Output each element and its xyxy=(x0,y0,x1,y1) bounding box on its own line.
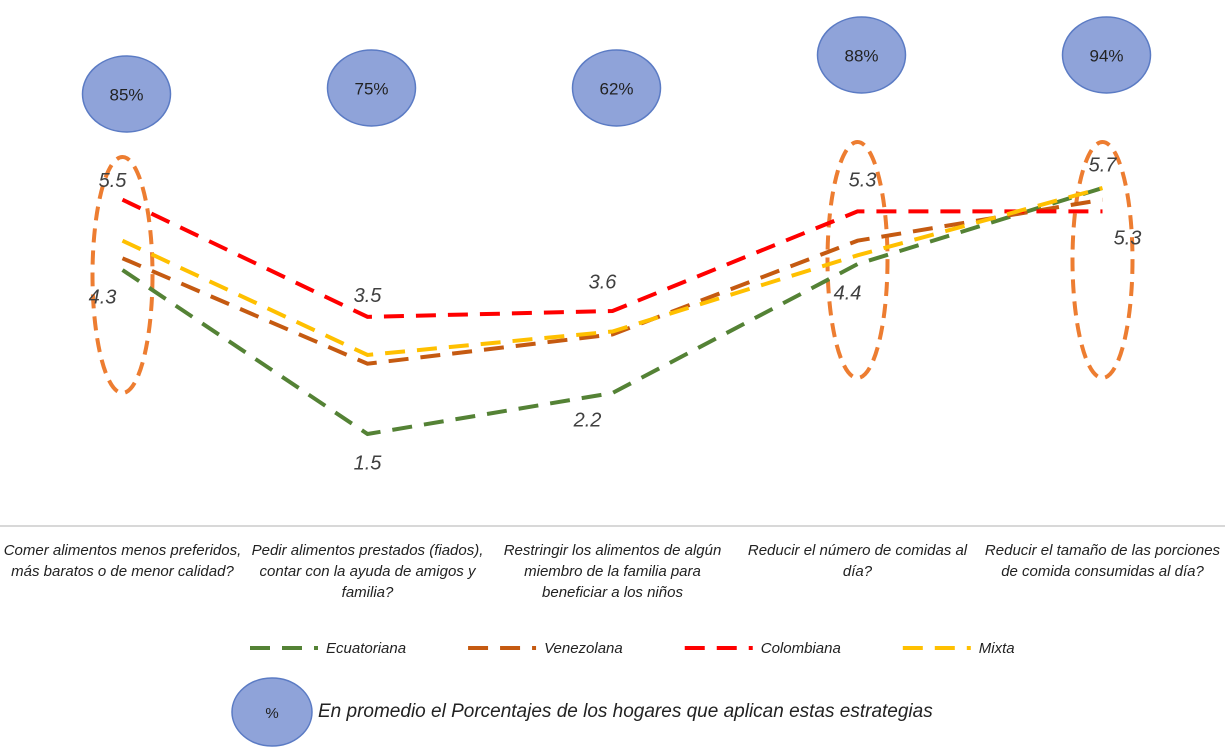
data-label: 4.3 xyxy=(89,286,117,308)
series-line xyxy=(121,197,1103,319)
percent-label: 85% xyxy=(109,85,143,104)
percent-label: 75% xyxy=(354,79,388,98)
x-tick-label: Pedir alimentos prestados (fiados), cont… xyxy=(251,542,484,601)
data-label: 5.3 xyxy=(849,170,877,192)
legend-label: Mixta xyxy=(979,640,1015,657)
legend-label: Colombiana xyxy=(761,640,841,657)
percent-bubble xyxy=(1061,16,1152,94)
highlight-ellipse xyxy=(90,155,155,395)
percent-label: 88% xyxy=(844,46,878,65)
x-tick-label: Restringir los alimentos de algún miembr… xyxy=(503,542,722,601)
x-tick-label: Reducir el número de comidas al día? xyxy=(747,542,968,580)
data-label: 2.2 xyxy=(573,409,602,431)
series-line xyxy=(121,197,1103,366)
legend-label: Venezolana xyxy=(544,640,623,657)
data-label: 3.5 xyxy=(354,285,383,307)
highlight-ellipse xyxy=(825,140,890,380)
footnote-bubble xyxy=(231,677,313,747)
data-label: 5.3 xyxy=(1114,228,1142,250)
highlight-ellipse xyxy=(1070,140,1135,380)
data-label: 3.6 xyxy=(589,271,618,293)
legend-label: Ecuatoriana xyxy=(326,640,406,657)
series-line xyxy=(121,186,1104,437)
data-label: 5.5 xyxy=(99,170,128,192)
footnote-text: En promedio el Porcentajes de los hogare… xyxy=(318,701,933,722)
x-tick-label: Comer alimentos menos preferidos, más ba… xyxy=(3,542,242,580)
percent-label: 94% xyxy=(1089,46,1123,65)
data-label: 5.7 xyxy=(1089,154,1118,176)
x-tick-label: Reducir el tamaño de las porciones de co… xyxy=(984,542,1221,580)
percent-label: 62% xyxy=(599,79,633,98)
data-label: 1.5 xyxy=(354,452,383,474)
percent-bubble xyxy=(326,49,417,127)
percent-bubble xyxy=(571,49,662,127)
series-line xyxy=(121,186,1104,357)
data-label: 4.4 xyxy=(834,282,862,304)
percent-bubble xyxy=(81,55,172,133)
percent-bubble xyxy=(816,16,907,94)
footnote-symbol: % xyxy=(265,705,278,722)
